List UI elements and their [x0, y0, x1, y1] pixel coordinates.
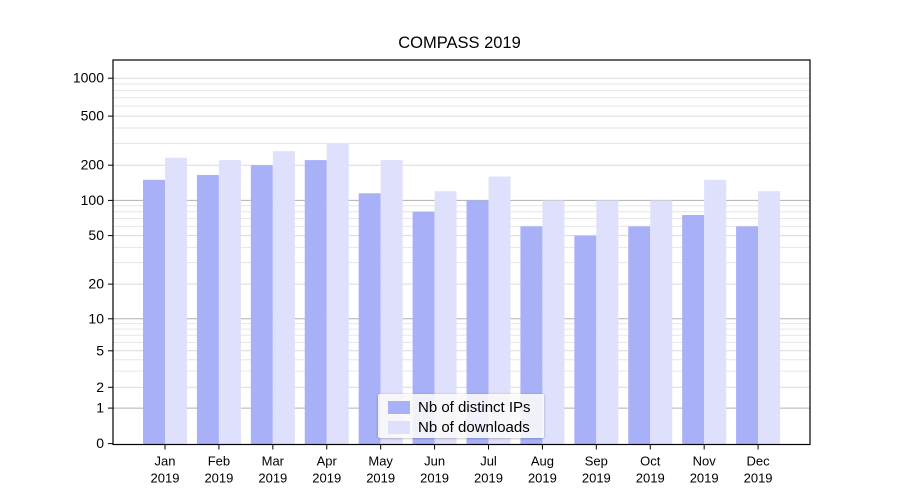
- svg-text:Sep: Sep: [585, 454, 608, 469]
- svg-text:200: 200: [81, 157, 105, 173]
- svg-text:2019: 2019: [420, 471, 449, 486]
- svg-text:Apr: Apr: [317, 454, 338, 469]
- svg-text:2019: 2019: [312, 471, 341, 486]
- svg-text:Feb: Feb: [208, 454, 230, 469]
- svg-text:2019: 2019: [528, 471, 557, 486]
- svg-text:Oct: Oct: [640, 454, 661, 469]
- svg-text:Jul: Jul: [480, 454, 497, 469]
- svg-text:1000: 1000: [73, 70, 104, 86]
- svg-text:10: 10: [88, 310, 104, 326]
- svg-text:2019: 2019: [204, 471, 233, 486]
- svg-text:2019: 2019: [366, 471, 395, 486]
- svg-text:100: 100: [81, 192, 105, 208]
- svg-text:May: May: [368, 454, 393, 469]
- svg-text:Dec: Dec: [747, 454, 771, 469]
- svg-text:500: 500: [81, 108, 105, 124]
- svg-text:Mar: Mar: [262, 454, 285, 469]
- svg-text:Jun: Jun: [424, 454, 445, 469]
- svg-text:Jan: Jan: [155, 454, 176, 469]
- svg-text:Nb of downloads: Nb of downloads: [418, 419, 530, 436]
- svg-text:COMPASS 2019: COMPASS 2019: [398, 34, 521, 52]
- svg-text:1: 1: [96, 400, 104, 416]
- svg-text:0: 0: [96, 435, 104, 451]
- svg-text:5: 5: [96, 342, 104, 358]
- svg-text:50: 50: [88, 227, 104, 243]
- svg-text:2019: 2019: [258, 471, 287, 486]
- svg-text:2: 2: [96, 379, 104, 395]
- svg-text:Nov: Nov: [693, 454, 717, 469]
- svg-text:2019: 2019: [151, 471, 180, 486]
- svg-text:2019: 2019: [744, 471, 773, 486]
- svg-text:2019: 2019: [474, 471, 503, 486]
- svg-text:Aug: Aug: [531, 454, 554, 469]
- svg-text:Nb of distinct IPs: Nb of distinct IPs: [418, 399, 531, 416]
- svg-text:20: 20: [88, 276, 104, 292]
- svg-text:2019: 2019: [636, 471, 665, 486]
- svg-text:2019: 2019: [582, 471, 611, 486]
- svg-text:2019: 2019: [690, 471, 719, 486]
